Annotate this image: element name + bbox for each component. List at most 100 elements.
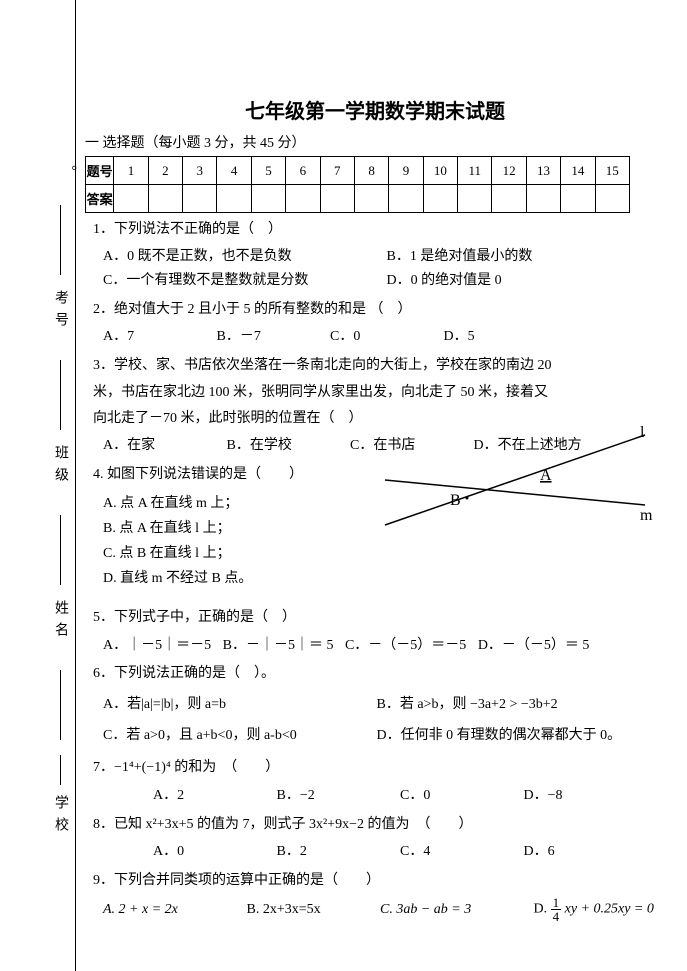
page-title: 七年级第一学期数学期末试题 xyxy=(85,95,665,124)
q1-opt-d: D．0 的绝对值是 0 xyxy=(387,269,502,293)
q1-opt-c: C．一个有理数不是整数就是分数 xyxy=(103,269,353,293)
grid-ans[interactable] xyxy=(526,185,560,213)
grid-num: 2 xyxy=(148,157,182,185)
q4-opt-c: C. 点 B 在直线 l 上； xyxy=(103,546,231,561)
line-l xyxy=(385,435,645,525)
grid-ans[interactable] xyxy=(423,185,457,213)
q9-opt-b: B. 2x+3x=5x xyxy=(247,898,347,922)
binding-margin: 。 考号 班级 姓名 学校 xyxy=(20,0,70,971)
q5-opt-b: B．－｜－5｜＝ 5 xyxy=(223,634,334,658)
q4-diagram: l m A B xyxy=(375,425,655,535)
margin-label-name: 姓名 xyxy=(50,600,70,644)
grid-ans[interactable] xyxy=(217,185,251,213)
q5-opt-c: C．－（－5）＝－5 xyxy=(345,634,466,658)
grid-ans[interactable] xyxy=(183,185,217,213)
label-B: B xyxy=(450,492,461,509)
q2-opt-b: B．－7 xyxy=(217,325,297,349)
frac-num: 1 xyxy=(551,896,562,910)
q8-opt-b: B．2 xyxy=(277,840,367,864)
q6-opt-d: D．任何非 0 有理数的偶次幂都大于 0。 xyxy=(377,721,622,752)
grid-ans[interactable] xyxy=(389,185,423,213)
q9-opt-a: A. 2 + x = 2x xyxy=(103,898,213,922)
q3-opt-a: A．在家 xyxy=(103,434,193,458)
q9-d-post: xy + 0.25xy = 0 xyxy=(561,902,654,917)
margin-label-school: 学校 xyxy=(50,795,70,839)
q1-opt-b: B．1 是绝对值最小的数 xyxy=(387,245,533,269)
q7-opt-c: C．0 xyxy=(400,784,490,808)
q5-stem: 5．下列式子中，正确的是（ ） xyxy=(93,607,665,629)
q2-opt-a: A．7 xyxy=(103,325,183,349)
q3-opt-b: B．在学校 xyxy=(227,434,317,458)
grid-ans[interactable] xyxy=(561,185,595,213)
margin-line-4 xyxy=(60,670,61,740)
line-m xyxy=(385,480,645,505)
q2-opt-c: C．0 xyxy=(330,325,410,349)
q6-stem: 6．下列说法正确的是（ ）。 xyxy=(93,663,665,685)
grid-ans[interactable] xyxy=(286,185,320,213)
q2-stem: 2．绝对值大于 2 且小于 5 的所有整数的和是 （ ） xyxy=(93,299,665,321)
q8-opt-d: D．6 xyxy=(524,840,555,864)
grid-num: 5 xyxy=(251,157,285,185)
grid-num: 14 xyxy=(561,157,595,185)
q6-opt-b: B．若 a>b，则 −3a+2 > −3b+2 xyxy=(377,690,558,721)
q8-opt-c: C．4 xyxy=(400,840,490,864)
margin-rule xyxy=(75,0,76,971)
grid-ans[interactable] xyxy=(251,185,285,213)
q9-d-pre: D. xyxy=(534,902,551,917)
margin-line-1 xyxy=(60,205,61,275)
margin-dot: 。 xyxy=(58,165,78,187)
grid-num: 8 xyxy=(354,157,388,185)
q2-opt-d: D．5 xyxy=(444,325,475,349)
answer-grid: 题号 1 2 3 4 5 6 7 8 9 10 11 12 13 14 15 答… xyxy=(85,156,630,213)
grid-num: 4 xyxy=(217,157,251,185)
margin-label-examno: 考号 xyxy=(50,290,70,334)
margin-line-3 xyxy=(60,515,61,585)
grid-num: 9 xyxy=(389,157,423,185)
grid-num: 3 xyxy=(183,157,217,185)
q9-opt-c: C. 3ab − ab = 3 xyxy=(380,898,500,922)
q9-stem: 9．下列合并同类项的运算中正确的是（ ） xyxy=(93,870,665,892)
fraction-icon: 14 xyxy=(551,896,562,923)
q4-opt-b: B. 点 A 在直线 l 上； xyxy=(103,521,231,536)
grid-num: 15 xyxy=(595,157,629,185)
point-B xyxy=(466,497,469,500)
q7-opt-a: A．2 xyxy=(153,784,243,808)
q5-opt-a: A．｜－5｜＝－5 xyxy=(103,634,211,658)
margin-line-5 xyxy=(60,755,61,785)
grid-num: 7 xyxy=(320,157,354,185)
q1-stem: 1．下列说法不正确的是（ ） xyxy=(93,219,665,241)
grid-ans[interactable] xyxy=(320,185,354,213)
grid-num: 10 xyxy=(423,157,457,185)
margin-line-2 xyxy=(60,360,61,430)
grid-ans[interactable] xyxy=(492,185,526,213)
margin-label-class: 班级 xyxy=(50,445,70,489)
q6-opt-a: A．若|a|=|b|，则 a=b xyxy=(103,690,343,721)
label-l: l xyxy=(640,425,645,441)
grid-num: 12 xyxy=(492,157,526,185)
grid-header-ans: 答案 xyxy=(86,185,114,213)
q7-opt-d: D．−8 xyxy=(524,784,563,808)
q8-opt-a: A．0 xyxy=(153,840,243,864)
q7-stem: 7．−1⁴+(−1)⁴ 的和为 （ ） xyxy=(93,757,665,779)
q8-stem: 8．已知 x²+3x+5 的值为 7，则式子 3x²+9x−2 的值为 （ ） xyxy=(93,814,665,836)
grid-ans[interactable] xyxy=(458,185,492,213)
grid-ans[interactable] xyxy=(595,185,629,213)
q6-opt-c: C．若 a>0，且 a+b<0，则 a-b<0 xyxy=(103,721,343,752)
q9-opt-d: D. 14 xy + 0.25xy = 0 xyxy=(534,896,654,923)
grid-num: 13 xyxy=(526,157,560,185)
page-content: 七年级第一学期数学期末试题 一 选择题（每小题 3 分，共 45 分） 题号 1… xyxy=(85,0,665,929)
grid-num: 1 xyxy=(114,157,148,185)
grid-ans[interactable] xyxy=(148,185,182,213)
label-A: A xyxy=(540,467,552,484)
label-m: m xyxy=(640,507,653,524)
grid-ans[interactable] xyxy=(114,185,148,213)
grid-num: 6 xyxy=(286,157,320,185)
q4-opt-d: D. 直线 m 不经过 B 点。 xyxy=(103,571,252,586)
q3-l1: 3．学校、家、书店依次坐落在一条南北走向的大街上，学校在家的南边 20 xyxy=(93,355,665,377)
grid-ans[interactable] xyxy=(354,185,388,213)
q5-opt-d: D．－（－5）＝ 5 xyxy=(478,634,590,658)
q4-opt-a: A. 点 A 在直线 m 上； xyxy=(103,496,238,511)
grid-header-num: 题号 xyxy=(86,157,114,185)
q3-l2: 米，书店在家北边 100 米，张明同学从家里出发，向北走了 50 米，接着又 xyxy=(93,382,665,404)
grid-num: 11 xyxy=(458,157,492,185)
